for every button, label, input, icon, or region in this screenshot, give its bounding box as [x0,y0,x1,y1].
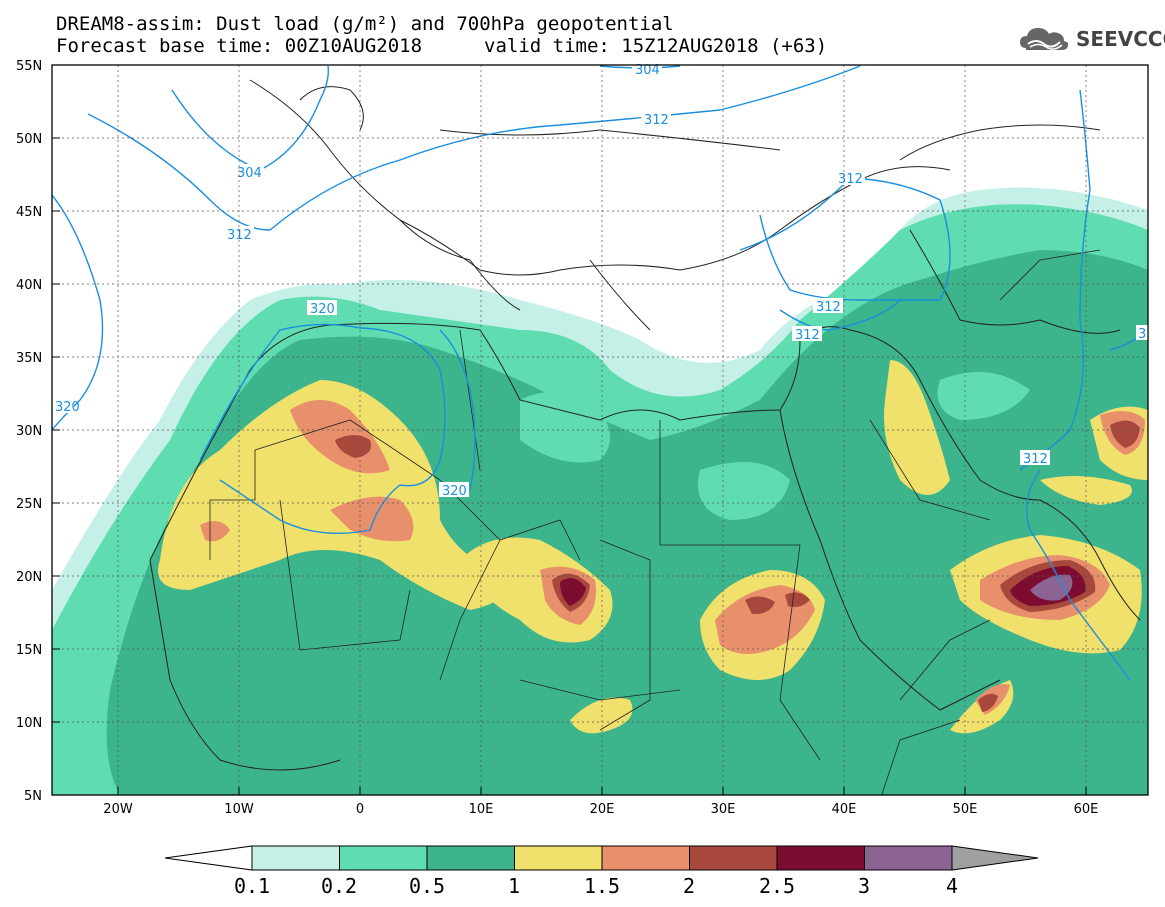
colorbar-label: 4 [946,874,958,898]
lat-label: 45N [16,205,42,220]
lon-label: 20W [103,802,133,817]
svg-text:312: 312 [838,172,863,187]
lon-label: 50E [953,802,978,817]
contour-labels: 304 312 304 312 320 312 312 320 312 320 … [52,63,1148,499]
lat-label: 20N [16,570,42,585]
svg-text:320: 320 [442,484,467,499]
svg-text:312: 312 [795,328,820,343]
gridlines [52,65,1148,795]
lon-label: 20E [590,802,615,817]
lat-label: 30N [16,424,42,439]
colorbar-segment [514,845,603,871]
colorbar: 0.1 0.2 0.5 1 1.5 2 2.5 3 4 [164,845,1039,898]
svg-text:312: 312 [1023,452,1048,467]
dust-field [52,65,1148,795]
lat-label: 5N [24,789,42,804]
lat-label: 35N [16,351,42,366]
valid-time: valid time: 15Z12AUG2018 (+63) [484,35,828,57]
lon-label: 10W [224,802,254,817]
colorbar-segment [251,845,340,871]
colorbar-label: 0.5 [409,874,445,898]
colorbar-low-arrow [164,845,253,871]
colorbar-segment [426,845,515,871]
lon-label: 60E [1074,802,1099,817]
svg-text:304: 304 [237,166,262,181]
seevccc-logo: SEEVCCC [1018,24,1165,54]
colorbar-label: 3 [858,874,870,898]
colorbar-label: 2.5 [759,874,795,898]
lat-label: 40N [16,278,42,293]
colorbar-segment [601,845,690,871]
lon-label: 10E [469,802,494,817]
logo-text: SEEVCCC [1076,27,1165,51]
lon-label: 30E [711,802,736,817]
colorbar-label: 2 [683,874,695,898]
colorbar-high-arrow [951,845,1039,871]
svg-text:312: 312 [644,113,669,128]
tick-marks [52,137,1087,795]
colorbar-label: 0.2 [321,874,357,898]
colorbar-label: 0.1 [234,874,270,898]
colorbar-segment [776,845,865,871]
lat-label: 15N [16,643,42,658]
lon-label: 40E [832,802,857,817]
svg-text:312: 312 [816,300,841,315]
lon-labels: 20W 10W 0 10E 20E 30E 40E 50E 60E [103,802,1098,817]
svg-text:3: 3 [1138,327,1146,342]
lat-label: 10N [16,716,42,731]
colorbar-label: 1.5 [584,874,620,898]
svg-text:312: 312 [227,228,252,243]
svg-text:304: 304 [635,63,660,78]
lat-label: 25N [16,497,42,512]
geopotential-contours [52,65,1148,681]
svg-text:320: 320 [55,400,80,415]
lon-label: 0 [356,802,364,817]
map-title: DREAM8-assim: Dust load (g/m²) and 700hP… [56,13,674,35]
forecast-base-time: Forecast base time: 00Z10AUG2018 [56,35,423,57]
colorbar-segment [864,845,953,871]
lat-labels: 55N 50N 45N 40N 35N 30N 25N 20N 15N 10N … [16,59,42,804]
country-borders [209,249,1101,795]
colorbar-label: 1 [508,874,520,898]
colorbar-segment [689,845,778,871]
lat-label: 50N [16,132,42,147]
lat-label: 55N [16,59,42,74]
colorbar-segment [339,845,428,871]
svg-text:320: 320 [310,302,335,317]
cloud-logo-icon [1020,28,1069,50]
